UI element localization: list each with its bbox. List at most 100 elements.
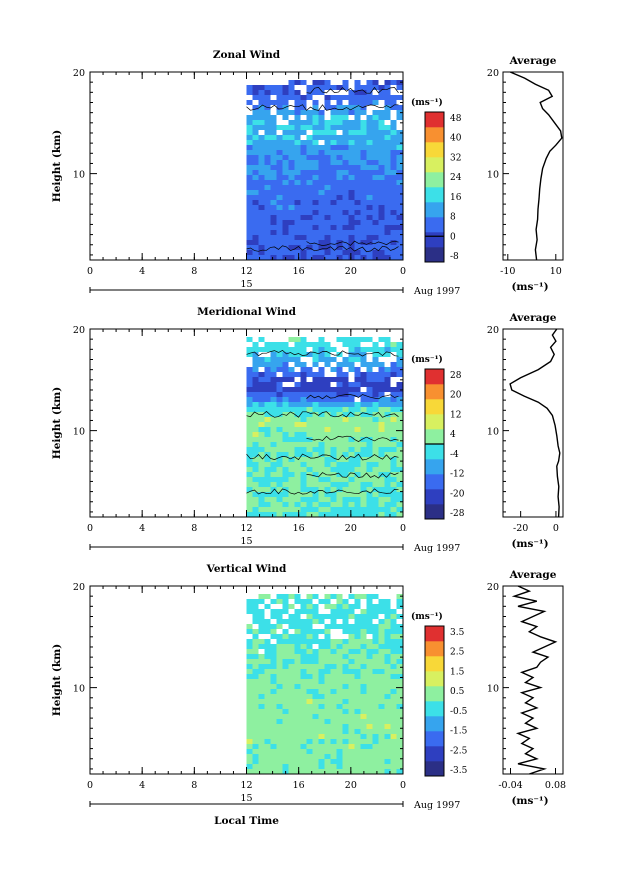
heatmap-cell bbox=[384, 659, 391, 664]
heatmap-cell bbox=[348, 240, 355, 245]
heatmap-cell bbox=[276, 407, 283, 412]
heatmap-cell bbox=[252, 240, 259, 245]
heatmap-cell bbox=[324, 679, 331, 684]
heatmap-cell bbox=[378, 362, 385, 367]
heatmap-cell bbox=[246, 90, 253, 95]
heatmap-cell bbox=[384, 599, 391, 604]
heatmap-cell bbox=[312, 664, 319, 669]
heatmap-cell bbox=[306, 714, 313, 719]
heatmap-cell bbox=[336, 417, 343, 422]
heatmap-cell bbox=[318, 200, 325, 205]
heatmap-cell bbox=[372, 674, 379, 679]
heatmap-cell bbox=[270, 729, 277, 734]
heatmap-cell bbox=[396, 210, 403, 215]
heatmap-cell bbox=[336, 679, 343, 684]
colorbar-tick-label: 8 bbox=[450, 213, 456, 223]
heatmap-cell bbox=[288, 699, 295, 704]
heatmap-cell bbox=[372, 719, 379, 724]
heatmap-cell bbox=[330, 744, 337, 749]
heatmap-cell bbox=[372, 639, 379, 644]
heatmap-cell bbox=[294, 634, 301, 639]
heatmap-cell bbox=[270, 220, 277, 225]
heatmap-cell bbox=[342, 190, 349, 195]
heatmap-cell bbox=[384, 165, 391, 170]
heatmap-cell bbox=[270, 180, 277, 185]
heatmap-cell bbox=[300, 220, 307, 225]
heatmap-cell bbox=[312, 442, 319, 447]
heatmap-cell bbox=[342, 145, 349, 150]
heatmap-cell bbox=[282, 250, 289, 255]
heatmap-cell bbox=[330, 462, 337, 467]
colorbar-tick-label: -3.5 bbox=[450, 766, 468, 776]
heatmap-cell bbox=[288, 130, 295, 135]
heatmap-cell bbox=[312, 649, 319, 654]
heatmap-cell bbox=[252, 694, 259, 699]
heatmap-cell bbox=[336, 462, 343, 467]
heatmap-cell bbox=[318, 684, 325, 689]
heatmap-cell bbox=[336, 387, 343, 392]
heatmap-cell bbox=[342, 437, 349, 442]
heatmap-cell bbox=[336, 397, 343, 402]
heatmap-cell bbox=[384, 482, 391, 487]
heatmap-cell bbox=[312, 115, 319, 120]
heatmap-cell bbox=[246, 462, 253, 467]
heatmap-cell bbox=[246, 392, 253, 397]
heatmap-cell bbox=[276, 609, 283, 614]
heatmap-cell bbox=[270, 210, 277, 215]
heatmap-cell bbox=[282, 145, 289, 150]
heatmap-cell bbox=[264, 90, 271, 95]
heatmap-cell bbox=[312, 412, 319, 417]
heatmap-cell bbox=[366, 100, 373, 105]
heatmap-cell bbox=[336, 639, 343, 644]
heatmap-cell bbox=[270, 255, 277, 260]
heatmap-cell bbox=[318, 155, 325, 160]
heatmap-cell bbox=[348, 649, 355, 654]
heatmap-cell bbox=[390, 417, 397, 422]
heatmap-cell bbox=[252, 347, 259, 352]
heatmap-cell bbox=[264, 175, 271, 180]
heatmap-cell bbox=[246, 689, 253, 694]
heatmap-cell bbox=[258, 180, 265, 185]
heatmap-cell bbox=[330, 689, 337, 694]
heatmap-cell bbox=[246, 709, 253, 714]
heatmap-cell bbox=[348, 347, 355, 352]
heatmap-cell bbox=[246, 609, 253, 614]
heatmap-cell bbox=[330, 245, 337, 250]
heatmap-cell bbox=[312, 200, 319, 205]
heatmap-cell bbox=[318, 135, 325, 140]
heatmap-cell bbox=[360, 502, 367, 507]
heatmap-cell bbox=[372, 160, 379, 165]
heatmap-cell bbox=[324, 674, 331, 679]
heatmap-cell bbox=[270, 467, 277, 472]
heatmap-cell bbox=[342, 749, 349, 754]
heatmap-cell bbox=[354, 200, 361, 205]
heatmap-cell bbox=[270, 477, 277, 482]
heatmap-cell bbox=[372, 714, 379, 719]
heatmap-cell bbox=[306, 442, 313, 447]
heatmap-cell bbox=[354, 382, 361, 387]
heatmap-cell bbox=[306, 674, 313, 679]
heatmap-cell bbox=[306, 115, 313, 120]
heatmap-cell bbox=[342, 467, 349, 472]
heatmap-cell bbox=[354, 135, 361, 140]
date-label: Aug 1997 bbox=[413, 543, 460, 554]
x-tick-label: 8 bbox=[191, 523, 197, 534]
heatmap-cell bbox=[378, 397, 385, 402]
heatmap-cell bbox=[384, 432, 391, 437]
heatmap-cell bbox=[348, 512, 355, 517]
heatmap-cell bbox=[372, 377, 379, 382]
heatmap-cell bbox=[246, 165, 253, 170]
heatmap-cell bbox=[312, 714, 319, 719]
heatmap-cell bbox=[276, 664, 283, 669]
heatmap-cell bbox=[366, 185, 373, 190]
heatmap-cell bbox=[384, 372, 391, 377]
heatmap-cell bbox=[282, 457, 289, 462]
heatmap-cell bbox=[384, 110, 391, 115]
heatmap-cell bbox=[276, 165, 283, 170]
heatmap-cell bbox=[270, 674, 277, 679]
heatmap-cell bbox=[300, 155, 307, 160]
heatmap-cell bbox=[384, 624, 391, 629]
heatmap-cell bbox=[396, 80, 403, 85]
